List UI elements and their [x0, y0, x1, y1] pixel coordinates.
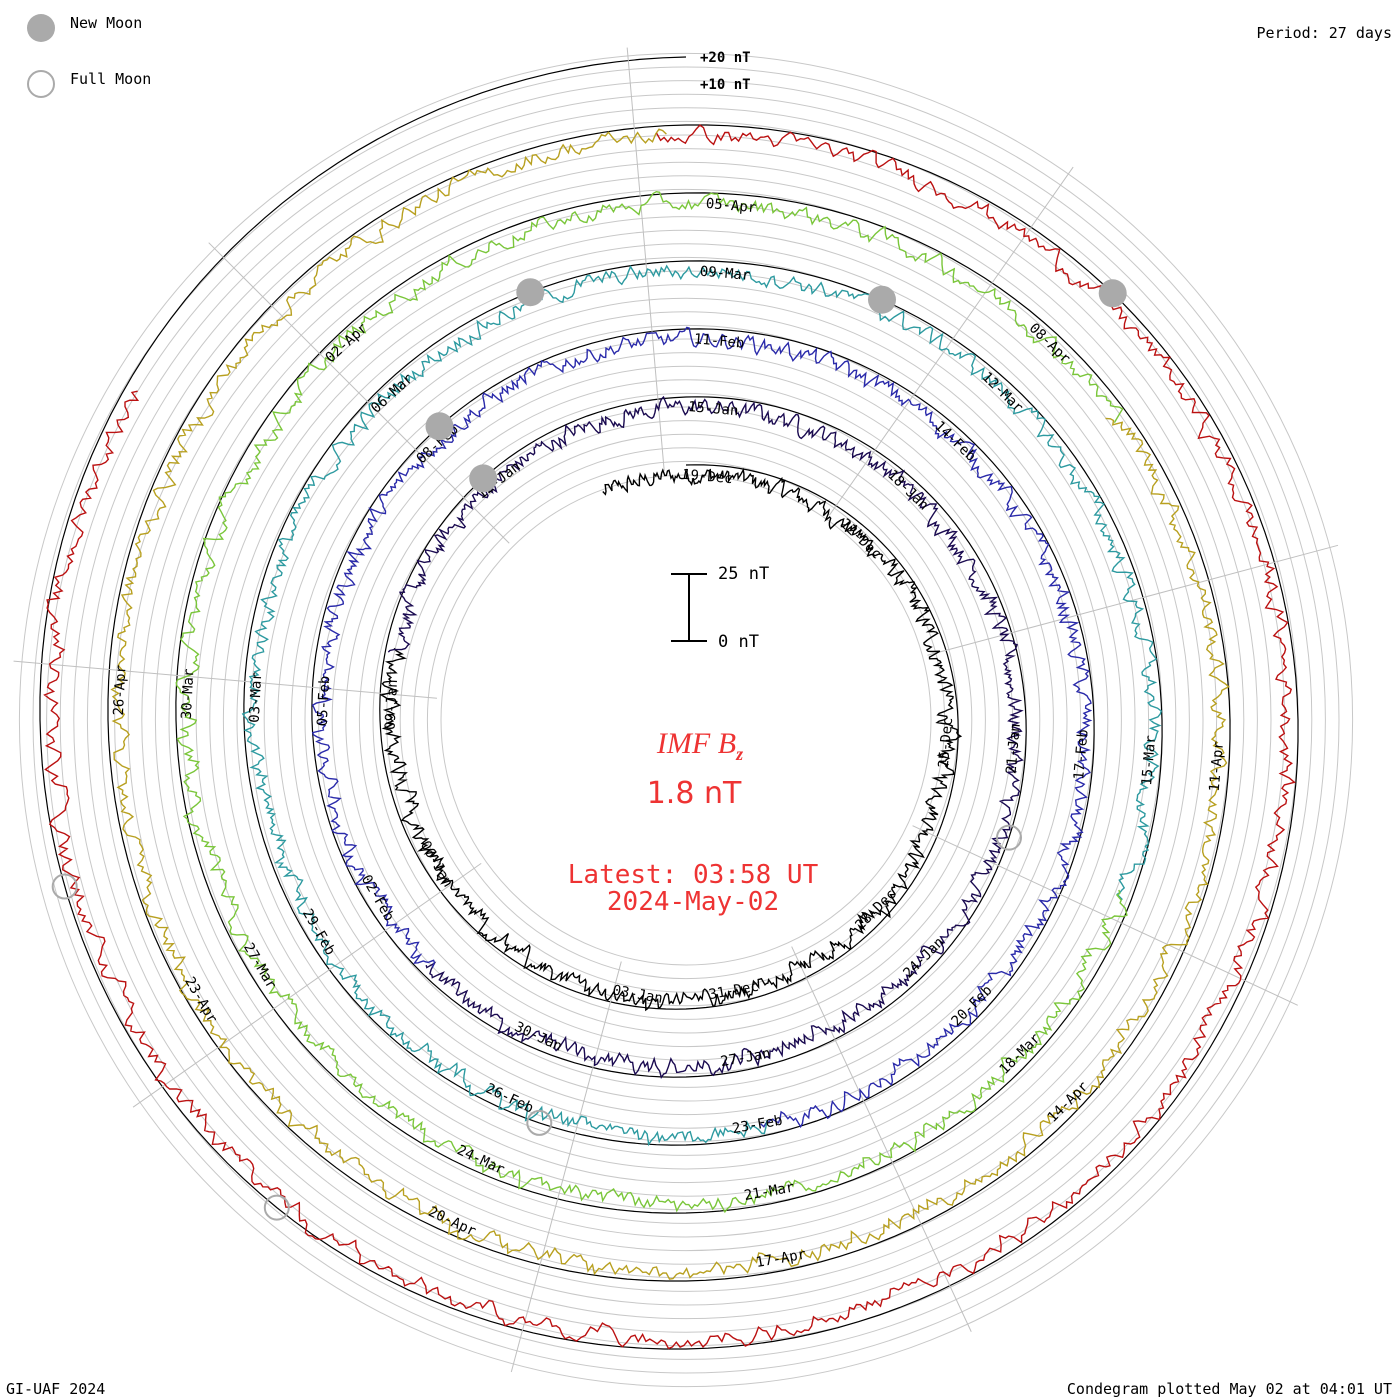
grid-ring: [59, 93, 1313, 1347]
date-label: 09-Jan: [382, 679, 401, 730]
date-label: 15-Mar: [1139, 735, 1159, 787]
scale-bottom-label: 0 nT: [718, 632, 759, 652]
bz-trace-segment: [387, 395, 1024, 1080]
date-label: 15-Jan: [687, 399, 739, 419]
date-label: 19-Dec: [681, 467, 733, 487]
grid-ring: [100, 134, 1272, 1306]
grid-ring: [182, 216, 1190, 1224]
bz-trace-segment: [379, 467, 963, 1012]
date-label: 03-Mar: [247, 672, 266, 723]
grid-ring: [46, 80, 1326, 1360]
bz-traces: [43, 124, 1296, 1350]
grid-ring: [372, 406, 1000, 1034]
day-spoke: [912, 825, 1298, 1006]
date-label: 21-Jan: [1004, 723, 1024, 775]
date-label: 09-Mar: [699, 264, 751, 284]
date-label: 26-Apr: [111, 665, 130, 716]
grid-ring: [250, 284, 1122, 1156]
date-label: 25-Dec: [936, 717, 956, 769]
credit-label: GI-UAF 2024: [6, 1380, 106, 1398]
day-spoke: [132, 862, 482, 1108]
bz-trace-segment: [110, 128, 1230, 1280]
grid-ring: [127, 161, 1245, 1279]
bz-trace-segment: [43, 124, 1296, 1350]
grid-ring: [358, 392, 1014, 1048]
grid-ring: [154, 188, 1218, 1252]
scale-labels: +20 nT +10 nT: [700, 50, 751, 93]
new-moon-marker: [1098, 279, 1127, 308]
grid-ring: [86, 120, 1286, 1320]
date-label: 31-Dec: [708, 979, 761, 1004]
bz-trace-segment: [175, 190, 1128, 1214]
plotted-label: Condegram plotted May 02 at 04:01 UT: [1066, 1380, 1392, 1398]
param-sub: z: [736, 744, 744, 764]
param-name: IMF B: [656, 727, 737, 760]
new-moon-label: New Moon: [70, 14, 143, 32]
zero-spiral: [39, 56, 1299, 1350]
date-label: 30-Mar: [179, 668, 198, 719]
grid-ring: [18, 52, 1354, 1388]
scale-bar-top-tick: [671, 573, 707, 575]
full-moon-marker: [526, 1109, 553, 1136]
latest-time: Latest: 03:58 UT: [567, 860, 819, 890]
new-moon-marker: [469, 464, 498, 493]
new-moon-marker: [425, 412, 454, 441]
new-moon-marker: [868, 285, 896, 314]
grid-ring: [386, 420, 986, 1020]
day-spoke: [13, 660, 437, 699]
spiral-grid: [18, 52, 1354, 1388]
param-title: IMF Bz: [0, 727, 1400, 765]
moon-markers: [51, 278, 1127, 1221]
date-label: 17-Feb: [1071, 729, 1091, 781]
day-spoke: [927, 544, 1339, 656]
new-moon-marker: [516, 278, 545, 307]
date-label: 11-Feb: [693, 331, 745, 351]
scale-level-label: +20 nT: [700, 50, 751, 66]
day-spoke: [208, 242, 510, 544]
full-moon-icon: [27, 70, 55, 98]
scale-top-label: 25 nT: [718, 564, 770, 584]
bz-trace-segment: [311, 326, 1093, 1129]
grid-ring: [331, 365, 1041, 1075]
grid-ring: [290, 324, 1082, 1116]
day-spoke: [626, 47, 665, 471]
grid-ring: [32, 66, 1340, 1374]
grid-ring: [168, 202, 1204, 1238]
day-spokes: [13, 47, 1339, 1373]
scale-bar: [688, 573, 690, 641]
day-spoke: [510, 961, 622, 1373]
grid-ring: [399, 433, 973, 1007]
scale-bar-bottom-tick: [671, 640, 707, 642]
full-moon-label: Full Moon: [70, 70, 152, 88]
full-moon-marker: [51, 873, 78, 900]
new-moon-icon: [27, 14, 55, 42]
param-value: 1.8 nT: [646, 776, 742, 811]
grid-ring: [318, 352, 1054, 1088]
full-moon-marker: [263, 1194, 290, 1221]
scale-level-label: +10 nT: [700, 77, 751, 93]
period-label: Period: 27 days: [1256, 24, 1392, 42]
grid-ring: [304, 338, 1068, 1102]
full-moon-marker: [996, 824, 1022, 851]
latest-date: 2024-May-02: [606, 887, 780, 917]
date-label: 05-Apr: [705, 196, 757, 216]
grid-ring: [440, 474, 932, 966]
date-label: 05-Feb: [315, 675, 334, 726]
grid-ring: [222, 256, 1150, 1184]
day-spoke: [791, 946, 972, 1332]
bz-trace-segment: [241, 264, 1163, 1147]
grid-ring: [263, 297, 1109, 1143]
date-label: 11-Apr: [1207, 741, 1227, 793]
